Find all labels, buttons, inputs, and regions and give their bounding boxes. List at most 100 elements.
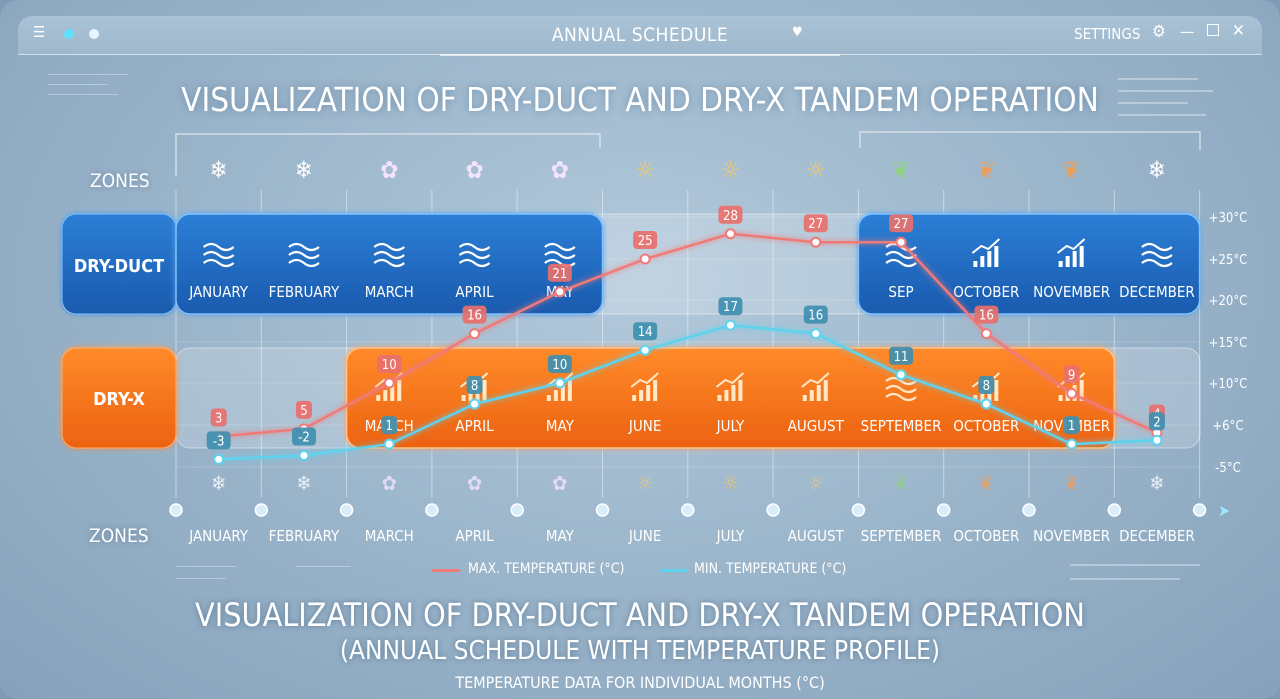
waves-icon (288, 242, 320, 252)
hud-decoration (1118, 78, 1198, 80)
snowflake-icon: ❄ (211, 471, 226, 495)
waves-icon (885, 258, 917, 268)
minimize-icon[interactable]: — (1180, 22, 1195, 41)
data-point (469, 328, 481, 340)
data-label-box (718, 297, 743, 316)
data-label: 21 (552, 267, 567, 282)
dry-x-label-box (61, 347, 177, 449)
dry-duct-cell-label: SEP (888, 283, 913, 301)
leaf-icon: ❦ (892, 156, 910, 184)
title-bar-center (440, 16, 840, 56)
x-tick-label: JULY (716, 527, 745, 545)
data-point (810, 328, 822, 340)
timeline-node (936, 503, 951, 517)
footer-caption: TEMPERATURE DATA FOR INDIVIDUAL MONTHS (… (455, 673, 825, 692)
snowflake-icon: ❄ (295, 156, 313, 184)
waves-icon (1141, 242, 1173, 252)
dry-x-cell-label: MAY (546, 417, 575, 435)
x-tick-label: SEPTEMBER (861, 527, 942, 545)
waves-icon (373, 250, 405, 260)
x-tick-label: OCTOBER (953, 527, 1019, 545)
waves-icon (1141, 250, 1173, 260)
leaf-icon: ❦ (1063, 156, 1081, 184)
menu-icon[interactable]: ☰ (33, 23, 46, 41)
zones-label-top: ZONES (90, 170, 150, 192)
maximize-icon[interactable] (1207, 24, 1219, 36)
data-label-box (974, 305, 999, 324)
dry-duct-cell-label: MARCH (365, 283, 414, 301)
timeline-node (425, 503, 439, 517)
rising-chart-icon (971, 238, 1001, 267)
data-point (383, 438, 395, 450)
data-point (554, 286, 566, 298)
gear-icon[interactable]: ⚙ (1152, 22, 1166, 42)
waves-icon (885, 376, 917, 386)
data-label-box (1063, 365, 1080, 384)
legend-max-swatch (432, 569, 460, 572)
data-point (1066, 388, 1078, 399)
sun-icon: ☼ (637, 471, 653, 495)
timeline-node (510, 503, 524, 517)
x-tick-label: FEBRUARY (269, 527, 340, 545)
waves-icon (458, 242, 491, 252)
waves-icon (288, 258, 320, 268)
data-label-box (803, 305, 828, 324)
data-label-box (462, 305, 487, 324)
timeline-node (1107, 503, 1122, 517)
data-point (980, 398, 992, 410)
hud-decoration (1070, 578, 1180, 580)
window-title: ANNUAL SCHEDULE (551, 24, 729, 46)
timeline-node (1192, 503, 1207, 517)
data-label-box (978, 376, 995, 394)
timeline-node (766, 503, 780, 517)
data-label-box (803, 214, 828, 233)
dry-x-cell-label: AUGUST (788, 417, 845, 435)
data-label-box (466, 376, 483, 394)
leaf-icon: ❦ (977, 156, 995, 184)
dry-x-cell-label: OCTOBER (953, 417, 1019, 435)
legend-min-label: MIN. TEMPERATURE (°C) (694, 561, 847, 577)
data-label-box (633, 231, 658, 249)
timeline-node (1022, 503, 1036, 517)
data-label: 27 (808, 217, 823, 232)
data-point (980, 328, 992, 340)
footer-subtitle: (ANNUAL SCHEDULE WITH TEMPERATURE PROFIL… (339, 636, 941, 666)
flower-icon: ✿ (382, 471, 397, 495)
waves-icon (373, 242, 405, 252)
data-point (298, 450, 310, 462)
dry-x-label: DRY-X (93, 389, 145, 410)
data-label-box (210, 408, 227, 427)
timeline-node (681, 503, 695, 517)
y-tick-label: +10°C (1209, 377, 1248, 392)
dry-x-segment (345, 347, 1116, 449)
data-label-box (295, 400, 312, 419)
x-tick-label: DECEMBER (1119, 527, 1195, 545)
sun-icon: ☼ (722, 471, 738, 495)
waves-icon (458, 250, 491, 260)
dry-duct-cell-label: FEBRUARY (269, 283, 340, 301)
x-tick-label: JANUARY (188, 527, 249, 545)
data-label: 27 (894, 217, 909, 232)
data-label: 17 (723, 300, 738, 315)
timeline-node (595, 503, 610, 517)
data-point (724, 319, 736, 331)
settings-button[interactable]: SETTINGS (1074, 25, 1141, 43)
waves-icon (202, 242, 235, 252)
y-tick-label: +20°C (1209, 294, 1248, 309)
heart-icon[interactable]: ♥ (792, 25, 803, 40)
data-label: 25 (638, 234, 653, 249)
data-label: 8 (471, 379, 478, 394)
x-tick-label: AUGUST (788, 527, 845, 545)
data-label: 16 (979, 309, 994, 324)
data-label-box (377, 355, 402, 373)
data-point (895, 369, 907, 381)
waves-icon (373, 258, 405, 268)
close-icon[interactable]: ✕ (1232, 21, 1245, 41)
sun-icon: ☼ (635, 156, 654, 184)
zones-label-bottom: ZONES (89, 525, 149, 547)
hud-decoration (48, 94, 118, 95)
timeline-arrow-icon: ➤ (1218, 501, 1230, 520)
flower-icon: ✿ (551, 156, 569, 184)
data-point (639, 253, 651, 265)
